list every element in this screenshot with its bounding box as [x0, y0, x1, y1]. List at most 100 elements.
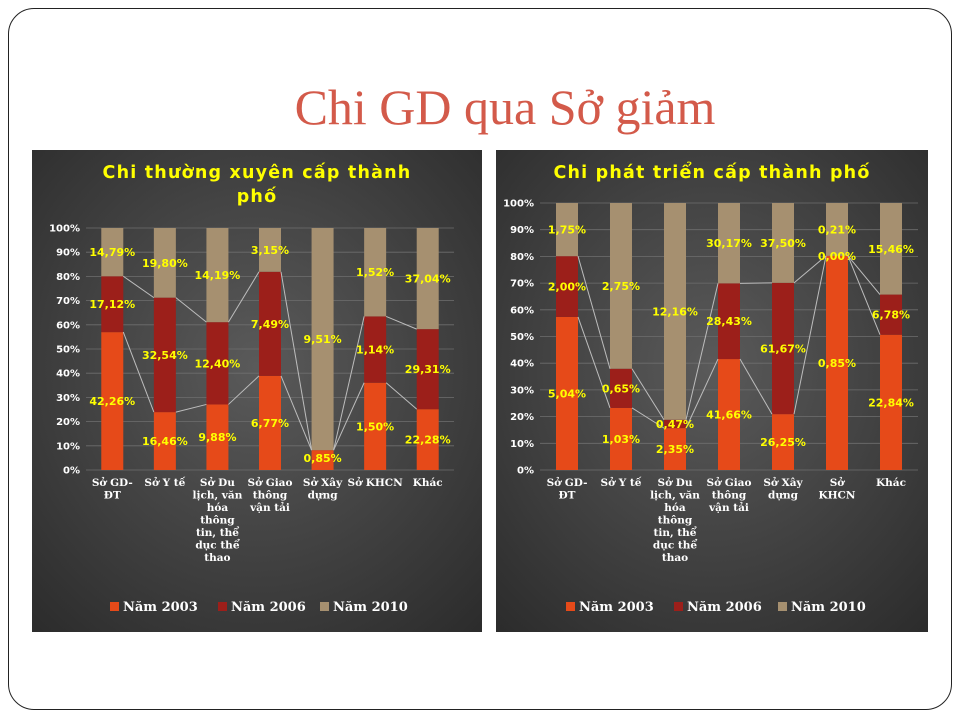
series-line	[385, 382, 418, 410]
category-label: Sở Giao thông vận tải	[247, 476, 292, 514]
bar-segment	[364, 382, 387, 470]
bar-segment	[206, 322, 229, 405]
bar-segment	[153, 297, 176, 413]
legend-label: Năm 2006	[687, 600, 762, 615]
data-label: 1,52%	[356, 266, 394, 279]
bar-segment	[718, 359, 740, 470]
bar-segment	[880, 203, 902, 295]
series-line	[577, 256, 611, 369]
data-label: 26,25%	[760, 436, 806, 449]
category-label: Khác	[876, 477, 906, 489]
legend-label: Năm 2010	[791, 600, 866, 615]
bar-segment	[664, 419, 686, 429]
data-label: 2,75%	[602, 280, 640, 293]
bar-segment	[556, 256, 578, 317]
data-label: 61,67%	[760, 342, 806, 355]
y-tick-label: 20%	[510, 412, 534, 423]
category-label: Sở KHCN	[818, 476, 855, 502]
series-line	[175, 297, 207, 323]
data-label: 41,66%	[706, 409, 752, 422]
legend-swatch	[110, 602, 119, 611]
legend-swatch	[778, 602, 787, 611]
data-label: 0,47%	[656, 418, 694, 431]
bar-segment	[880, 294, 902, 335]
data-label: 32,54%	[142, 349, 188, 362]
bar-segment	[101, 228, 124, 277]
bar-segment	[416, 329, 439, 410]
series-line	[228, 375, 260, 405]
y-tick-label: 60%	[510, 305, 534, 316]
series-line	[333, 382, 365, 451]
chart-background	[32, 150, 482, 632]
y-tick-label: 40%	[510, 359, 534, 370]
bar-segment	[259, 271, 281, 376]
series-line	[793, 255, 827, 284]
y-tick-label: 40%	[56, 369, 80, 380]
data-label: 14,79%	[89, 246, 135, 259]
chart-panel-recurrent: Chi thường xuyên cấp thành phố 0% 10% 20% 30%…	[32, 150, 482, 632]
category-label: Sở KHCN	[348, 476, 404, 489]
development-spending-chart: Chi phát triển cấp thành phố 0% 10% 20% 30% 4…	[496, 150, 928, 632]
legend-label: Năm 2003	[123, 600, 198, 615]
data-label: 2,00%	[548, 281, 586, 294]
bar-segment	[826, 255, 848, 470]
category-label: Sở Du lịch, văn hóa thông tin, thể dục thể tha…	[650, 476, 700, 564]
series-line	[631, 368, 665, 421]
data-label: 1,75%	[548, 224, 586, 237]
bar-segment	[259, 375, 281, 470]
series-line	[685, 283, 719, 420]
category-label: Sở Y tế	[601, 476, 642, 489]
legend-swatch	[320, 602, 329, 611]
series-line	[577, 316, 611, 409]
y-tick-label: 10%	[56, 441, 80, 452]
bar-segment	[556, 316, 578, 470]
data-label: 7,49%	[251, 318, 289, 331]
slide-title: Chi GD qua Sở giảm	[294, 79, 716, 135]
data-label: 29,31%	[405, 363, 451, 376]
bar-segment	[664, 428, 686, 470]
bar-segment	[311, 228, 334, 451]
series-line	[631, 407, 665, 429]
series-line	[333, 316, 365, 451]
bar-segment	[772, 414, 794, 470]
data-label: 22,84%	[868, 396, 914, 409]
series-line	[685, 358, 719, 429]
bar-segment	[101, 276, 124, 333]
series-line	[847, 255, 881, 295]
y-tick-label: 50%	[56, 345, 80, 356]
category-label: Sở Xây dựng	[763, 476, 803, 502]
data-label: 12,40%	[195, 357, 241, 370]
chart-title-line: phố	[237, 186, 278, 207]
y-tick-label: 90%	[510, 225, 534, 236]
data-label: 1,03%	[602, 433, 640, 446]
chart-title-line: Chi thường xuyên cấp thành	[103, 162, 412, 183]
data-label: 15,46%	[868, 243, 914, 256]
data-label: 16,46%	[142, 435, 188, 448]
series-line	[122, 331, 155, 413]
y-tick-label: 60%	[56, 320, 80, 331]
data-label: 28,43%	[706, 315, 752, 328]
bar-segment	[416, 409, 439, 470]
bar-segment	[311, 450, 334, 470]
series-line	[739, 282, 773, 284]
data-label: 9,88%	[198, 431, 236, 444]
series-line	[175, 403, 207, 413]
series-line	[847, 255, 881, 335]
category-label: Sở Du lịch, văn hóa thông tin, thể dục thể tha…	[192, 476, 242, 564]
bar-segment	[610, 368, 632, 408]
y-tick-label: 90%	[56, 248, 80, 259]
category-label: Sở Giao thông vận tải	[706, 476, 751, 514]
y-tick-label: 80%	[56, 272, 80, 283]
legend-label: Năm 2010	[333, 600, 408, 615]
data-label: 5,04%	[548, 387, 586, 400]
y-tick-label: 100%	[503, 199, 534, 210]
y-tick-label: 20%	[56, 417, 80, 428]
data-label: 0,65%	[602, 382, 640, 395]
data-label: 37,04%	[405, 273, 451, 286]
bar-segment	[772, 282, 794, 415]
series-line	[228, 271, 260, 323]
series-line	[280, 375, 313, 451]
bar-segment	[101, 332, 124, 470]
category-label: Sở GD-ĐT	[92, 476, 133, 502]
data-label: 9,51%	[303, 333, 341, 346]
